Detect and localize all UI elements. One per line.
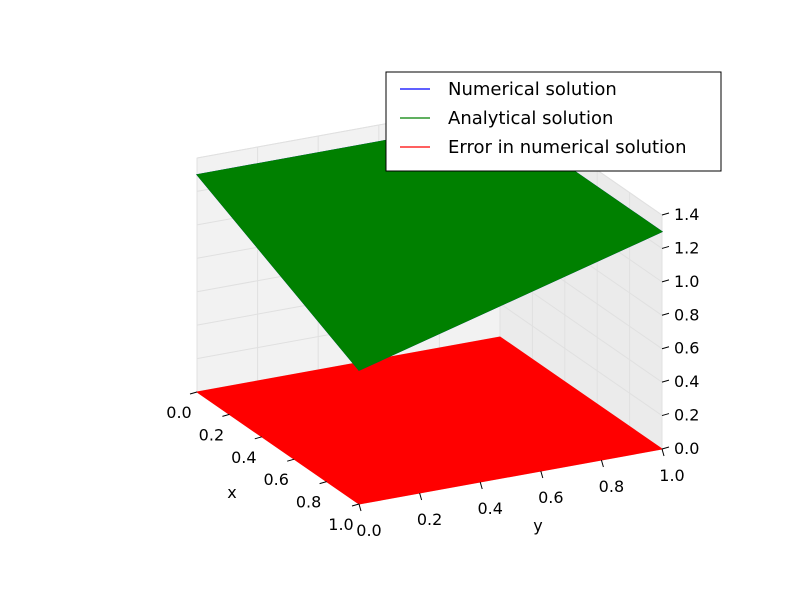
z-tick: [661, 279, 670, 283]
legend: Numerical solution Analytical solution Err…: [385, 71, 722, 172]
z-tick: [661, 446, 670, 450]
y-tick-label: 0.4: [477, 499, 502, 518]
z-tick-label: 1.4: [674, 205, 699, 224]
y-tick-label: 0.8: [599, 477, 624, 496]
x-tick: [254, 436, 262, 440]
x-tick-label: 0.0: [166, 403, 191, 422]
legend-entry: Error in numerical solution: [448, 137, 686, 158]
y-tick: [661, 448, 665, 457]
z-tick: [661, 379, 670, 383]
legend-entry: Numerical solution: [448, 79, 617, 100]
y-tick: [540, 470, 544, 479]
x-tick: [222, 413, 230, 417]
x-tick: [351, 503, 360, 507]
z-tick: [661, 245, 670, 249]
x-tick: [287, 458, 295, 462]
x-axis-label: x: [227, 483, 236, 502]
x-tick-label: 0.4: [231, 448, 256, 467]
x-tick-label: 0.2: [199, 425, 224, 444]
tick-marks: [189, 212, 670, 512]
y-axis-label: y: [533, 516, 542, 535]
x-tick-label: 0.8: [296, 493, 321, 512]
y-tick: [419, 492, 423, 501]
z-tick: [661, 212, 670, 216]
z-tick-label: 0.6: [674, 339, 699, 358]
z-tick-label: 0.2: [674, 406, 699, 425]
y-tick-label: 0.6: [538, 488, 563, 507]
x-tick-label: 0.6: [263, 470, 288, 489]
x-tick: [189, 391, 198, 395]
tick-labels: 0.00.20.40.60.81.0 0.00.20.40.60.81.00.00…: [166, 205, 699, 540]
legend-box: [385, 71, 722, 172]
y-tick-label: 0.0: [356, 521, 381, 540]
z-tick: [661, 346, 670, 350]
z-tick-label: 1.2: [674, 238, 699, 257]
z-tick-label: 0.4: [674, 372, 699, 391]
grid-line: [499, 303, 663, 416]
y-tick: [479, 481, 483, 490]
z-tick-label: 0.8: [674, 305, 699, 324]
z-tick: [661, 413, 670, 417]
z-tick: [661, 312, 670, 316]
z-tick-label: 0.0: [674, 439, 699, 458]
y-tick: [600, 459, 604, 468]
surfaces: [195, 119, 664, 505]
y-tick: [358, 503, 362, 512]
y-tick-label: 1.0: [659, 466, 684, 485]
x-tick-label: 1.0: [328, 515, 353, 534]
x-tick: [319, 481, 327, 485]
y-tick-label: 0.2: [417, 510, 442, 529]
z-tick-label: 1.0: [674, 272, 699, 291]
legend-entry: Analytical solution: [448, 108, 613, 129]
